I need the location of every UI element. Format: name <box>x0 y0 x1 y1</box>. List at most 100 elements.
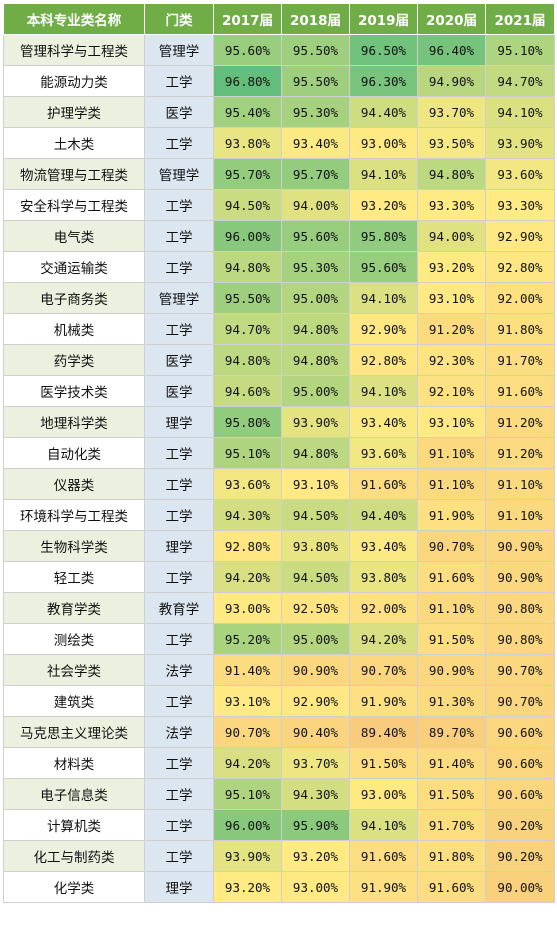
rate-cell: 94.00% <box>281 189 350 221</box>
rate-cell: 91.30% <box>417 685 486 717</box>
rate-cell: 93.40% <box>281 127 350 159</box>
category-cell: 工学 <box>144 220 214 252</box>
rate-cell: 95.60% <box>349 251 418 283</box>
header-year-2019: 2019届 <box>349 3 418 35</box>
table-row: 生物科学类 理学 92.80% 93.80% 93.40% 90.70% 90.90% <box>3 530 555 562</box>
rate-cell: 93.60% <box>349 437 418 469</box>
rate-cell: 90.60% <box>485 747 555 779</box>
rate-cell: 91.70% <box>485 344 555 376</box>
rate-cell: 94.10% <box>349 375 418 407</box>
rate-cell: 91.80% <box>417 840 486 872</box>
rate-cell: 91.60% <box>349 840 418 872</box>
rate-cell: 93.90% <box>281 406 350 438</box>
rate-cell: 91.10% <box>417 592 486 624</box>
major-name-cell: 教育学类 <box>3 592 145 624</box>
rate-cell: 91.10% <box>485 468 555 500</box>
rate-cell: 93.80% <box>349 561 418 593</box>
table-row: 管理科学与工程类 管理学 95.60% 95.50% 96.50% 96.40% 95.10… <box>3 34 555 66</box>
rate-cell: 93.30% <box>417 189 486 221</box>
rate-cell: 96.50% <box>349 34 418 66</box>
rate-cell: 93.10% <box>417 406 486 438</box>
rate-cell: 94.60% <box>213 375 282 407</box>
header-year-2020: 2020届 <box>417 3 486 35</box>
rate-cell: 91.70% <box>417 809 486 841</box>
rate-cell: 90.70% <box>417 530 486 562</box>
category-cell: 管理学 <box>144 34 214 66</box>
rate-cell: 96.00% <box>213 809 282 841</box>
rate-cell: 89.40% <box>349 716 418 748</box>
rate-cell: 93.10% <box>281 468 350 500</box>
rate-cell: 92.90% <box>485 220 555 252</box>
table-row: 地理科学类 理学 95.80% 93.90% 93.40% 93.10% 91.20% <box>3 406 555 438</box>
major-name-cell: 医学技术类 <box>3 375 145 407</box>
rate-cell: 93.30% <box>485 189 555 221</box>
major-name-cell: 交通运输类 <box>3 251 145 283</box>
rate-cell: 96.00% <box>213 220 282 252</box>
rate-cell: 91.60% <box>349 468 418 500</box>
table-row: 化学类 理学 93.20% 93.00% 91.90% 91.60% 90.00% <box>3 871 555 903</box>
rate-cell: 95.10% <box>485 34 555 66</box>
rate-cell: 95.70% <box>213 158 282 190</box>
table-body: 管理科学与工程类 管理学 95.60% 95.50% 96.50% 96.40% 95.10… <box>3 34 555 903</box>
rate-cell: 90.40% <box>281 716 350 748</box>
rate-cell: 91.90% <box>417 499 486 531</box>
category-cell: 工学 <box>144 778 214 810</box>
table-row: 计算机类 工学 96.00% 95.90% 94.10% 91.70% 90.20% <box>3 809 555 841</box>
rate-cell: 93.90% <box>213 840 282 872</box>
major-name-cell: 土木类 <box>3 127 145 159</box>
rate-cell: 93.50% <box>417 127 486 159</box>
category-cell: 教育学 <box>144 592 214 624</box>
rate-cell: 95.10% <box>213 778 282 810</box>
rate-cell: 95.50% <box>213 282 282 314</box>
rate-cell: 90.90% <box>417 654 486 686</box>
rate-cell: 91.60% <box>417 561 486 593</box>
rate-cell: 95.60% <box>281 220 350 252</box>
rate-cell: 91.50% <box>417 778 486 810</box>
table-row: 护理学类 医学 95.40% 95.30% 94.40% 93.70% 94.10% <box>3 96 555 128</box>
category-cell: 医学 <box>144 375 214 407</box>
major-name-cell: 自动化类 <box>3 437 145 469</box>
rate-cell: 95.80% <box>213 406 282 438</box>
rate-cell: 93.80% <box>213 127 282 159</box>
major-name-cell: 管理科学与工程类 <box>3 34 145 66</box>
rate-cell: 90.70% <box>485 654 555 686</box>
table-row: 安全科学与工程类 工学 94.50% 94.00% 93.20% 93.30% 93.30% <box>3 189 555 221</box>
category-cell: 工学 <box>144 313 214 345</box>
major-name-cell: 马克思主义理论类 <box>3 716 145 748</box>
header-category: 门类 <box>144 3 214 35</box>
major-name-cell: 化工与制药类 <box>3 840 145 872</box>
table-row: 轻工类 工学 94.20% 94.50% 93.80% 91.60% 90.90% <box>3 561 555 593</box>
rate-cell: 95.00% <box>281 282 350 314</box>
rate-cell: 95.90% <box>281 809 350 841</box>
category-cell: 工学 <box>144 127 214 159</box>
table-row: 仪器类 工学 93.60% 93.10% 91.60% 91.10% 91.10% <box>3 468 555 500</box>
rate-cell: 95.20% <box>213 623 282 655</box>
rate-cell: 91.60% <box>485 375 555 407</box>
header-row: 本科专业类名称 门类 2017届 2018届 2019届 2020届 2021届 <box>3 3 555 35</box>
table-row: 药学类 医学 94.80% 94.80% 92.80% 92.30% 91.70% <box>3 344 555 376</box>
rate-cell: 94.70% <box>485 65 555 97</box>
rate-cell: 90.00% <box>485 871 555 903</box>
rate-cell: 91.20% <box>485 406 555 438</box>
header-year-2017: 2017届 <box>213 3 282 35</box>
category-cell: 理学 <box>144 406 214 438</box>
rate-cell: 90.70% <box>213 716 282 748</box>
rate-cell: 90.70% <box>349 654 418 686</box>
category-cell: 工学 <box>144 747 214 779</box>
rate-cell: 95.70% <box>281 158 350 190</box>
rate-cell: 94.20% <box>213 561 282 593</box>
category-cell: 工学 <box>144 468 214 500</box>
category-cell: 工学 <box>144 251 214 283</box>
category-cell: 工学 <box>144 623 214 655</box>
major-name-cell: 能源动力类 <box>3 65 145 97</box>
table-row: 马克思主义理论类 法学 90.70% 90.40% 89.40% 89.70% 90.60% <box>3 716 555 748</box>
header-major-name: 本科专业类名称 <box>3 3 145 35</box>
rate-cell: 91.80% <box>485 313 555 345</box>
rate-cell: 91.90% <box>349 871 418 903</box>
rate-cell: 93.80% <box>281 530 350 562</box>
rate-cell: 94.50% <box>281 499 350 531</box>
rate-cell: 93.00% <box>281 871 350 903</box>
rate-cell: 91.10% <box>417 437 486 469</box>
category-cell: 工学 <box>144 685 214 717</box>
rate-cell: 93.00% <box>349 127 418 159</box>
